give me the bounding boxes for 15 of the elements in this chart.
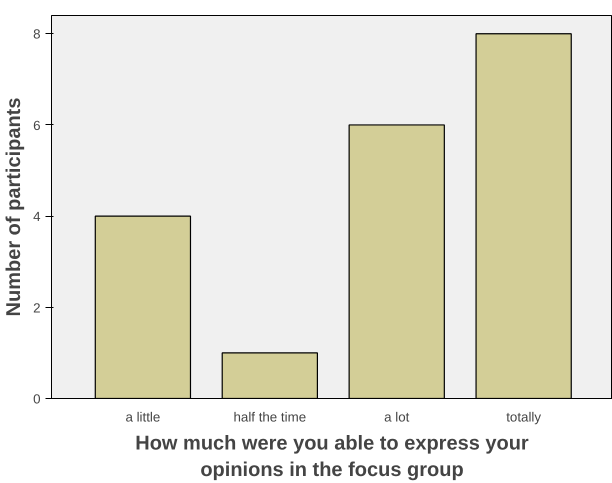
y-tick-label: 8 bbox=[33, 26, 41, 42]
bar bbox=[94, 216, 192, 398]
x-axis-title: How much were you able to express your opinions in the focus group bbox=[135, 432, 529, 481]
y-tick-label: 6 bbox=[33, 118, 41, 133]
x-tick-label: a lot bbox=[384, 410, 410, 424]
x-tick-label: totally bbox=[506, 410, 542, 424]
bar bbox=[348, 124, 445, 398]
y-tick-label: 4 bbox=[33, 209, 42, 224]
bar bbox=[475, 33, 572, 398]
bar bbox=[222, 352, 318, 398]
x-tick-label: half the time bbox=[234, 410, 306, 424]
y-axis-title: Number of participants bbox=[3, 98, 26, 316]
x-tick-label: a little bbox=[125, 410, 160, 424]
y-tick-label: 2 bbox=[33, 300, 41, 316]
y-tick-label: 0 bbox=[33, 392, 41, 406]
